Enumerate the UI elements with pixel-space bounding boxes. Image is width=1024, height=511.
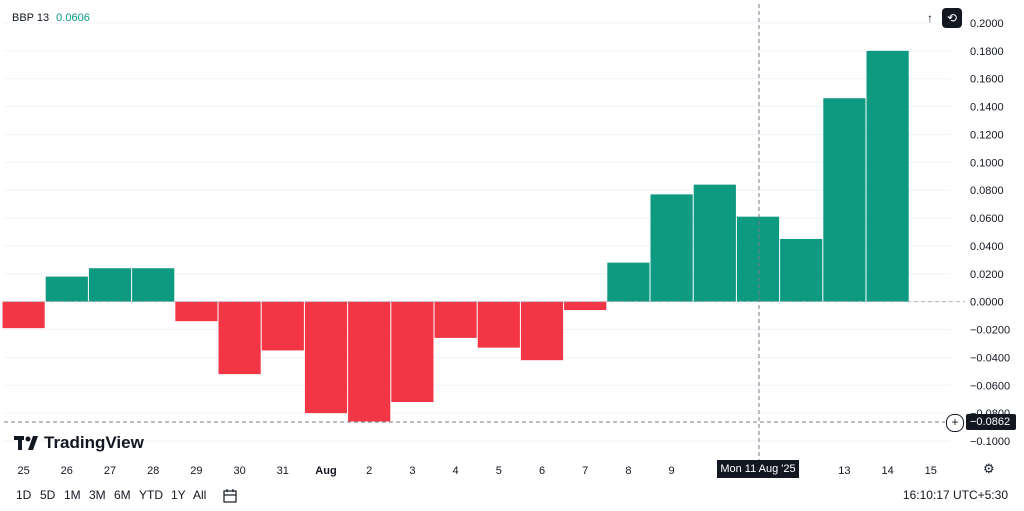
x-tick-label: 27 [104, 465, 116, 477]
y-tick-label: 0.0200 [970, 269, 1004, 281]
x-tick-label: 26 [61, 465, 73, 477]
bar [391, 301, 434, 402]
tradingview-logo-text: TradingView [44, 433, 144, 452]
x-tick-label: 15 [925, 465, 937, 477]
calendar-icon[interactable] [223, 488, 239, 504]
chart-area[interactable]: 0.2000 0.1800 0.1600 0.1400 0.1200 0.1000 0.08… [0, 0, 1024, 482]
bar [520, 301, 564, 361]
bar [477, 301, 520, 348]
timeframe-ytd[interactable]: YTD [139, 488, 163, 502]
horizontal-gridlines [4, 22, 950, 442]
x-tick-label: 29 [190, 465, 202, 477]
toggle-icon[interactable]: ⟲ [942, 8, 962, 28]
y-tick-label: 0.1400 [970, 102, 1004, 114]
bar [607, 262, 650, 302]
y-tick-label: −0.0200 [970, 325, 1010, 337]
bar [45, 276, 88, 302]
tradingview-logo-icon [14, 436, 38, 450]
bar [132, 268, 175, 302]
x-tick-label: Aug [315, 465, 336, 477]
timeframe-5d[interactable]: 5D [40, 488, 56, 502]
bar [736, 216, 780, 302]
bar [175, 301, 218, 322]
y-tick-label: 0.0800 [970, 185, 1004, 197]
clock: 16:10:17 UTC+5:30 [902, 488, 1008, 502]
y-tick-label: 0.2000 [970, 18, 1004, 30]
price-label: −0.0862 [966, 414, 1016, 430]
x-tick-label: 6 [539, 465, 545, 477]
bar [304, 301, 348, 414]
bar [693, 184, 736, 302]
bar [780, 238, 823, 302]
y-tick-label: −0.0600 [970, 380, 1010, 392]
bar [564, 301, 607, 311]
x-axis-ticks: 25 26 27 28 29 30 31 Aug 2 3 4 5 6 7 8 9 13 14 15 [17, 465, 936, 477]
y-tick-label: 0.1000 [970, 157, 1004, 169]
x-tick-label: 30 [233, 465, 245, 477]
timeframe-1d[interactable]: 1D [16, 488, 32, 502]
bar [261, 301, 304, 351]
x-tick-label: 13 [838, 465, 850, 477]
bar [2, 301, 45, 329]
y-tick-label: 0.1800 [970, 46, 1004, 58]
timeframe-all[interactable]: All [193, 488, 207, 502]
indicator-name: BBP 13 [12, 12, 50, 24]
x-tick-label: 4 [453, 465, 459, 477]
y-tick-label: 0.0600 [970, 213, 1004, 225]
y-axis-ticks: 0.2000 0.1800 0.1600 0.1400 0.1200 0.1000 0.08… [970, 18, 1010, 448]
plus-icon[interactable]: + [946, 414, 964, 432]
tradingview-logo[interactable]: TradingView [14, 433, 144, 453]
indicator-value: 0.0606 [56, 12, 90, 24]
x-tick-label: 5 [496, 465, 502, 477]
crosshair-date-label: Mon 11 Aug '25 [717, 460, 799, 478]
x-tick-label: 25 [17, 465, 29, 477]
x-tick-label: 14 [881, 465, 893, 477]
bar [434, 301, 477, 338]
y-tick-label: 0.1600 [970, 74, 1004, 86]
timeframe-1m[interactable]: 1M [64, 488, 81, 502]
bar [88, 268, 132, 302]
timeframe-1y[interactable]: 1Y [171, 488, 186, 502]
bars [2, 50, 909, 422]
arrow-up-icon[interactable]: ↑ [927, 11, 933, 25]
gear-icon[interactable]: ⚙ [983, 461, 995, 476]
y-tick-label: 0.1200 [970, 129, 1004, 141]
x-tick-label: 8 [625, 465, 631, 477]
x-tick-label: 31 [277, 465, 289, 477]
x-tick-label: 2 [366, 465, 372, 477]
x-tick-label: 28 [147, 465, 159, 477]
y-tick-label: 0.0400 [970, 241, 1004, 253]
timeframe-3m[interactable]: 3M [89, 488, 106, 502]
indicator-legend[interactable]: BBP 13 0.0606 [12, 12, 90, 24]
y-tick-label: −0.0400 [970, 352, 1010, 364]
y-tick-label: 0.0000 [970, 297, 1004, 309]
bar [866, 50, 909, 302]
timeframe-6m[interactable]: 6M [114, 488, 131, 502]
y-tick-label: −0.1000 [970, 436, 1010, 448]
x-tick-label: 7 [582, 465, 588, 477]
bar [348, 301, 391, 422]
bar [650, 194, 693, 302]
bar [218, 301, 261, 375]
bar [823, 98, 866, 302]
timeframe-bar: 1D 5D 1M 3M 6M YTD 1Y All 16:10:17 UTC+5:30 [0, 482, 1024, 511]
x-tick-label: 9 [669, 465, 675, 477]
x-tick-label: 3 [409, 465, 415, 477]
